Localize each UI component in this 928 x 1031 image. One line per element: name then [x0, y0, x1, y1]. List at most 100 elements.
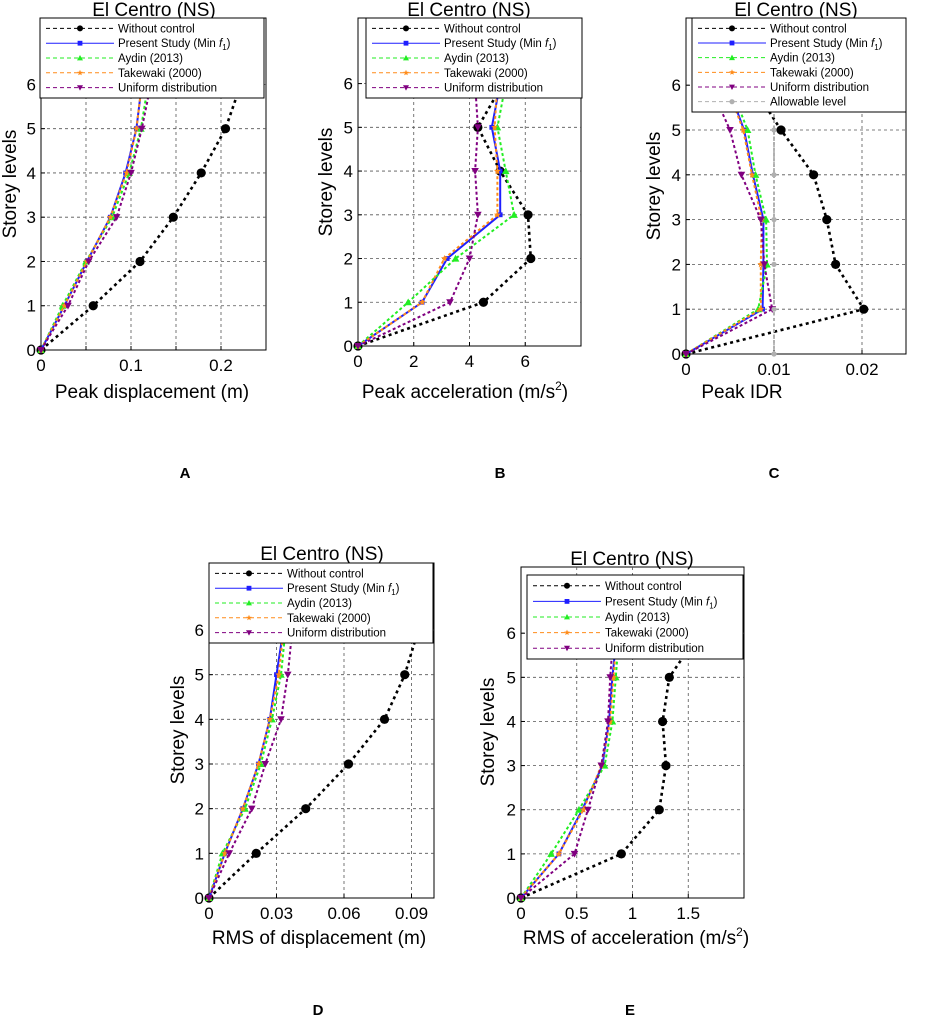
data-point-uniform — [84, 258, 93, 266]
legend-marker-takewaki — [77, 69, 83, 76]
legend-marker-uniform — [77, 85, 83, 91]
x-axis-label-close: ) — [743, 928, 749, 949]
legend-label-without: Without control — [287, 568, 364, 580]
chart-panel-e: 0 0.5 1 1.5 0 1 2 3 4 5 6 El Centro (NS) Without con… — [478, 549, 749, 1019]
data-point-takewaki — [757, 305, 765, 313]
legend-label-sub: 1 — [548, 43, 553, 52]
y-tick-label: 4 — [507, 712, 516, 731]
y-tick-label: 6 — [27, 75, 36, 94]
x-tick-label: 0.02 — [845, 360, 878, 379]
chart-panel-b: 0 2 4 6 0 1 2 3 4 5 6 El Centro (NS) Without control… — [316, 0, 583, 482]
y-tick-label: 5 — [195, 666, 204, 685]
data-point-without — [478, 297, 489, 307]
legend-label-var: f — [388, 583, 393, 595]
y-tick-label: 3 — [195, 755, 204, 774]
legend-label-aydin: Aydin (2013) — [770, 53, 835, 65]
x-tick-label: 0 — [353, 352, 362, 371]
x-tick-label: 2 — [409, 352, 418, 371]
data-point-takewaki — [418, 298, 426, 306]
legend-marker-takewaki — [729, 69, 735, 75]
legend-marker-aydin — [246, 600, 252, 606]
legend-label-sub: 1 — [391, 588, 396, 597]
y-tick-label: 1 — [27, 297, 36, 316]
legend-label-present: Present Study (Min f1) — [287, 583, 400, 597]
legend-marker-aydin — [77, 55, 83, 61]
legend-marker-without — [77, 25, 83, 32]
chart-title: El Centro (NS) — [407, 0, 531, 21]
data-point-present — [444, 256, 450, 261]
data-point-without — [776, 125, 786, 135]
y-tick-label: 6 — [672, 76, 681, 95]
data-point-without — [251, 848, 261, 858]
data-point-takewaki — [275, 671, 283, 678]
data-point-takewaki — [580, 806, 587, 813]
legend-marker-without — [729, 25, 735, 32]
x-tick-label: 1 — [628, 904, 637, 923]
y-tick-label: 2 — [195, 800, 204, 819]
y-tick-label: 4 — [672, 166, 681, 185]
data-point-without — [168, 212, 178, 222]
data-point-without — [664, 672, 674, 682]
legend-marker-uniform — [403, 85, 409, 91]
legend-label-without: Without control — [605, 581, 682, 593]
x-axis-label-sup: 2 — [736, 925, 743, 939]
y-tick-label: 5 — [507, 668, 516, 687]
y-tick-label: 1 — [344, 293, 353, 312]
data-point-takewaki — [610, 673, 617, 681]
legend-marker-takewaki — [403, 69, 409, 76]
data-point-takewaki — [255, 760, 262, 767]
data-point-aydin — [501, 167, 510, 175]
y-tick-label: 1 — [672, 300, 681, 319]
data-point-aydin — [762, 215, 770, 223]
data-point-uniform — [760, 261, 769, 269]
panel-label: C — [769, 465, 780, 482]
data-point-without — [196, 168, 206, 178]
legend-marker-present — [729, 40, 735, 46]
data-point-without — [400, 670, 410, 680]
legend-label-uniform: Uniform distribution — [444, 83, 543, 95]
y-tick-label: 6 — [507, 624, 516, 643]
y-tick-label: 4 — [27, 164, 36, 183]
data-point-uniform — [682, 350, 690, 358]
data-point-present — [489, 124, 495, 130]
data-point-present — [497, 168, 503, 174]
data-point-uniform — [584, 806, 592, 814]
y-tick-label: 0 — [195, 889, 204, 908]
data-point-takewaki — [133, 125, 140, 132]
data-point-without — [220, 124, 231, 134]
legend-label-aydin: Aydin (2013) — [605, 612, 670, 624]
legend-label-aydin: Aydin (2013) — [287, 598, 352, 610]
legend-label-sub: 1 — [874, 43, 879, 52]
legend-label-uniform: Uniform distribution — [605, 643, 704, 655]
data-point-uniform — [517, 894, 525, 902]
legend-marker-without — [403, 25, 409, 32]
y-tick-label: 6 — [195, 621, 204, 640]
legend-label-aydin: Aydin (2013) — [444, 53, 509, 65]
series-uniform — [517, 630, 618, 902]
x-axis-label: Peak acceleration (m/s2) — [362, 379, 568, 403]
data-point-uniform — [225, 850, 234, 858]
data-point-without — [822, 215, 832, 225]
x-tick-label: 0 — [516, 904, 525, 923]
data-point-takewaki — [221, 849, 229, 857]
x-axis-label-close: ) — [562, 382, 568, 403]
legend-label-text: Present Study (Min — [605, 596, 706, 608]
legend-label-takewaki: Takewaki (2000) — [770, 67, 854, 79]
legend-label-present: Present Study (Min f1) — [770, 38, 883, 52]
data-point-takewaki — [757, 260, 765, 268]
legend-label-var: f — [871, 38, 876, 50]
legend-label-var: f — [706, 596, 711, 608]
x-tick-label: 0 — [36, 356, 45, 375]
x-axis-label: RMS of acceleration (m/s2) — [523, 925, 749, 949]
legend-label-without: Without control — [444, 23, 521, 35]
data-point-without — [301, 804, 311, 814]
legend-marker-aydin — [729, 54, 735, 61]
data-point-takewaki — [494, 167, 501, 174]
x-axis-label: Peak displacement (m) — [55, 382, 249, 403]
legend-marker-uniform — [729, 84, 735, 90]
data-point-without — [661, 761, 671, 771]
legend-marker-present — [246, 585, 252, 591]
data-point-aydin — [575, 805, 583, 813]
